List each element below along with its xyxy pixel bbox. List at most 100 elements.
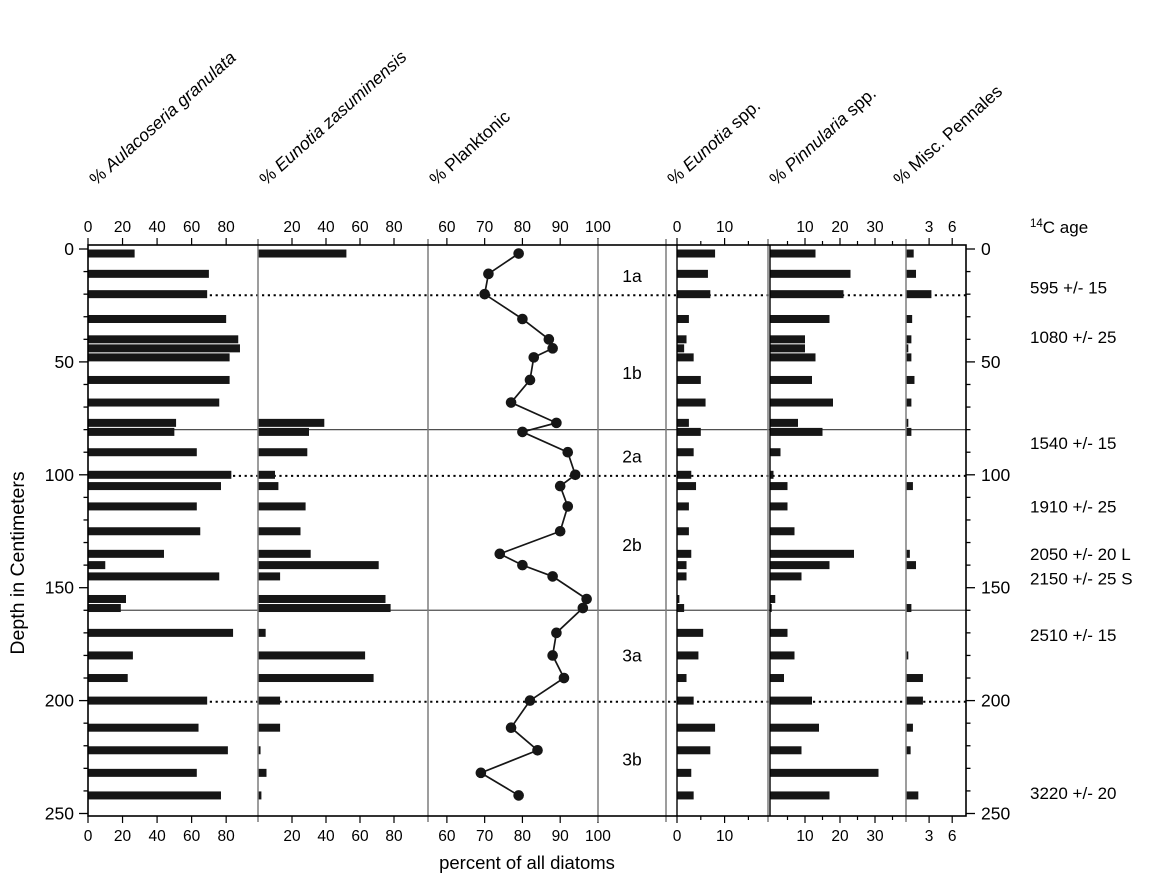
- depth-label-right: 50: [981, 352, 1001, 372]
- bar: [906, 696, 923, 705]
- data-point: [547, 571, 558, 582]
- bar: [88, 470, 232, 479]
- panel-dividers: [257, 239, 907, 822]
- panel-aulacoseria-granulata-bars: [88, 249, 240, 800]
- x-tick-label-bottom: 20: [114, 828, 132, 845]
- data-point: [475, 767, 487, 779]
- bar: [88, 791, 221, 800]
- bar: [906, 335, 912, 344]
- bar: [677, 791, 694, 800]
- bar: [88, 594, 126, 603]
- bar: [677, 470, 692, 479]
- planktonic-curve: [478, 252, 588, 797]
- panel-header-misc-pennales: % Misc. Pennales: [889, 81, 1006, 189]
- bar: [258, 723, 281, 732]
- x-tick-label-top: 20: [114, 219, 132, 236]
- bar: [677, 674, 687, 683]
- data-point: [547, 343, 558, 354]
- bar: [770, 249, 816, 258]
- panel-eunotia-zasuminensis-ticks: [291, 238, 395, 823]
- data-point: [577, 602, 589, 614]
- depth-label-left: 200: [45, 691, 74, 711]
- bar: [88, 768, 197, 777]
- bar: [906, 398, 912, 407]
- x-tick-label-top: 6: [948, 219, 957, 236]
- panel-pinnularia-spp-bars: [770, 249, 879, 800]
- bar: [88, 674, 128, 683]
- c14-age-label: 3220 +/- 20: [1030, 784, 1117, 803]
- depth-label-right: 0: [981, 239, 991, 259]
- bar: [258, 674, 374, 683]
- bar: [258, 418, 325, 427]
- x-tick-label-top: 90: [552, 219, 570, 236]
- bar: [770, 269, 851, 278]
- data-point: [494, 548, 506, 560]
- bar: [258, 561, 379, 570]
- bar: [677, 561, 687, 570]
- x-tick-label-bottom: 70: [476, 828, 494, 845]
- plot-frame: [87, 244, 967, 817]
- bar: [906, 482, 913, 491]
- x-tick-label-bottom: 40: [148, 828, 166, 845]
- bar: [906, 353, 912, 362]
- bar: [677, 269, 708, 278]
- bar: [88, 418, 177, 427]
- panel-misc-pennales-ticks: [928, 238, 953, 823]
- bar: [677, 502, 689, 511]
- x-tick-label-bottom: 80: [514, 828, 532, 845]
- bar: [770, 768, 879, 777]
- depth-axis-ticks: [79, 248, 975, 815]
- bar: [88, 696, 208, 705]
- bar: [677, 375, 701, 384]
- bar: [677, 448, 694, 457]
- bar: [770, 791, 830, 800]
- data-point: [581, 593, 592, 605]
- bar: [906, 791, 919, 800]
- bar: [677, 628, 704, 637]
- data-point: [524, 374, 536, 386]
- x-tick-label-top: 80: [218, 219, 236, 236]
- panel-planktonic-ticks: [446, 238, 599, 823]
- x-tick-label-top: 3: [925, 219, 934, 236]
- data-point: [513, 790, 524, 801]
- data-point: [483, 268, 494, 280]
- bar: [770, 448, 781, 457]
- zone-label-3b: 3b: [622, 749, 641, 769]
- c14-age-column: 14C age 595 +/- 15 1080 +/- 25 1540 +/- 15 1…: [1030, 218, 1133, 803]
- bar: [906, 269, 917, 278]
- c14-age-label: 1540 +/- 15: [1030, 434, 1117, 453]
- depth-label-right: 250: [981, 804, 1010, 824]
- c14-age-header: 14C age: [1030, 218, 1088, 237]
- bar: [88, 502, 197, 511]
- c14-age-label: 1910 +/- 25: [1030, 497, 1117, 516]
- panel-header-eunotia-spp: % Eunotia spp.: [663, 95, 764, 189]
- bar: [770, 398, 833, 407]
- bar: [88, 561, 106, 570]
- bar: [770, 314, 830, 323]
- depth-label-right: 200: [981, 691, 1010, 711]
- bar: [88, 628, 234, 637]
- panel-header-aulacoseria-granulata: % Aulacoseria granulata: [85, 47, 240, 189]
- bar: [88, 375, 230, 384]
- data-point: [551, 417, 562, 429]
- data-point: [517, 426, 528, 438]
- data-point: [517, 559, 528, 571]
- bar: [88, 572, 220, 581]
- panel-misc-pennales-bars: [906, 249, 932, 800]
- bar: [88, 314, 227, 323]
- x-tick-label-top: 60: [351, 219, 369, 236]
- bar: [770, 572, 802, 581]
- bar: [258, 448, 308, 457]
- bar: [677, 418, 689, 427]
- bar: [770, 335, 805, 344]
- x-tick-label-top: 80: [385, 219, 403, 236]
- data-point: [479, 288, 490, 300]
- bar: [677, 746, 711, 755]
- data-point: [517, 313, 528, 325]
- x-tick-label-bottom: 0: [673, 828, 682, 845]
- bar: [677, 482, 697, 491]
- bar: [258, 604, 391, 613]
- zone-label-3a: 3a: [622, 645, 642, 665]
